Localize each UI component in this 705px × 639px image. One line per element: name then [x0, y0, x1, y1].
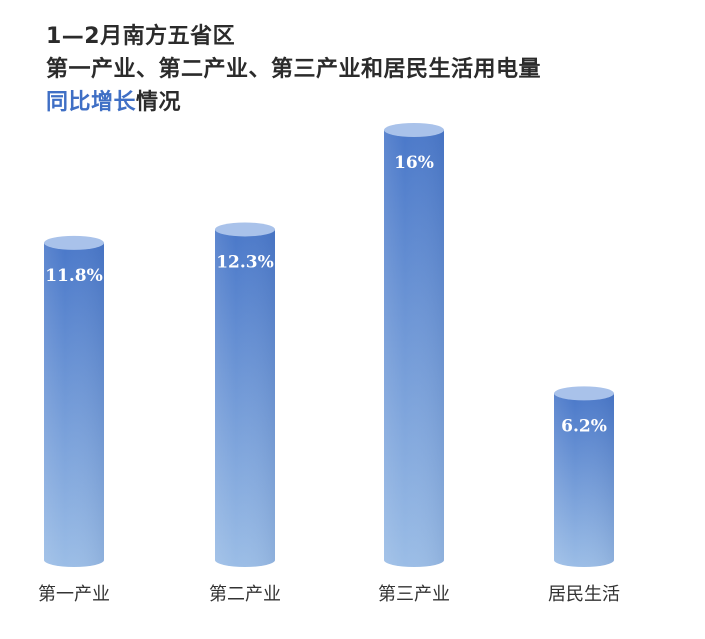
- bar-shade-residential: [554, 393, 614, 567]
- category-label-tertiary: 第三产业: [378, 584, 450, 605]
- bar-cap-primary: [44, 235, 104, 250]
- category-label-residential: 居民生活: [548, 584, 620, 605]
- bars-layer: [44, 123, 614, 567]
- value-label-primary: 11.8%: [45, 266, 103, 286]
- title-accent: 同比增长: [46, 90, 137, 115]
- value-label-tertiary: 16%: [394, 153, 434, 173]
- category-label-primary: 第一产业: [38, 584, 110, 605]
- title-line-3: 同比增长情况: [46, 86, 686, 119]
- bar-cap-residential: [554, 386, 614, 401]
- bar-shade-tertiary: [384, 130, 444, 567]
- labels-layer: 11.8% 第一产业 12.3% 第二产业 16% 第三产业 6.2% 居民生活: [38, 153, 620, 605]
- category-label-secondary: 第二产业: [209, 584, 281, 605]
- bar-cap-secondary: [215, 222, 275, 237]
- title-rest: 情况: [136, 90, 182, 115]
- title-line-1: 1—2月南方五省区: [46, 24, 236, 49]
- bar-shade-secondary: [215, 229, 275, 567]
- bar-cap-tertiary: [384, 123, 444, 137]
- bar-shade-primary: [44, 242, 104, 567]
- value-label-secondary: 12.3%: [216, 252, 274, 272]
- chart-title: 1—2月南方五省区 第一产业、第二产业、第三产业和居民生活用电量 同比增长情况: [46, 20, 686, 119]
- value-label-residential: 6.2%: [561, 416, 607, 436]
- title-line-2: 第一产业、第二产业、第三产业和居民生活用电量: [46, 57, 542, 82]
